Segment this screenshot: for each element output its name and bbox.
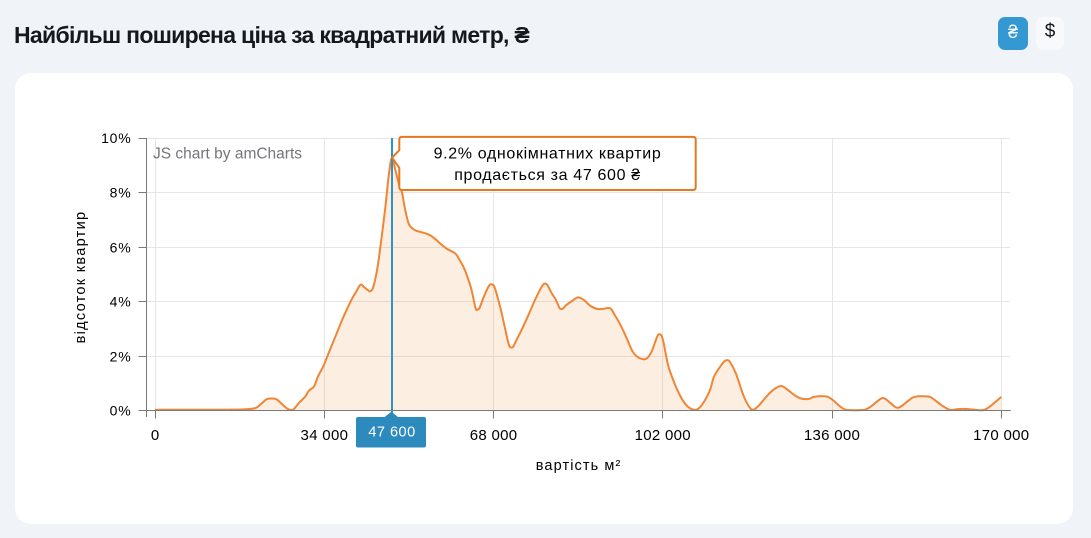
svg-text:47 600: 47 600 xyxy=(368,425,415,441)
svg-text:продається за 47 600 ₴: продається за 47 600 ₴ xyxy=(454,167,641,184)
svg-text:9.2% однокімнатних квартир: 9.2% однокімнатних квартир xyxy=(434,146,662,163)
svg-text:136 000: 136 000 xyxy=(804,427,860,444)
svg-text:6%: 6% xyxy=(110,239,132,255)
svg-text:68 000: 68 000 xyxy=(470,427,518,444)
svg-text:JS chart by amCharts: JS chart by amCharts xyxy=(153,145,302,162)
svg-text:0: 0 xyxy=(151,427,160,444)
svg-text:8%: 8% xyxy=(110,184,132,200)
svg-text:вартість м²: вартість м² xyxy=(536,458,622,474)
svg-text:2%: 2% xyxy=(110,348,132,364)
svg-text:102 000: 102 000 xyxy=(635,427,691,444)
svg-text:170 000: 170 000 xyxy=(973,427,1029,444)
svg-text:0%: 0% xyxy=(110,402,132,418)
svg-text:4%: 4% xyxy=(110,293,132,309)
svg-text:відсоток квартир: відсоток квартир xyxy=(73,211,89,344)
svg-text:10%: 10% xyxy=(101,130,131,146)
svg-text:34 000: 34 000 xyxy=(301,427,349,444)
